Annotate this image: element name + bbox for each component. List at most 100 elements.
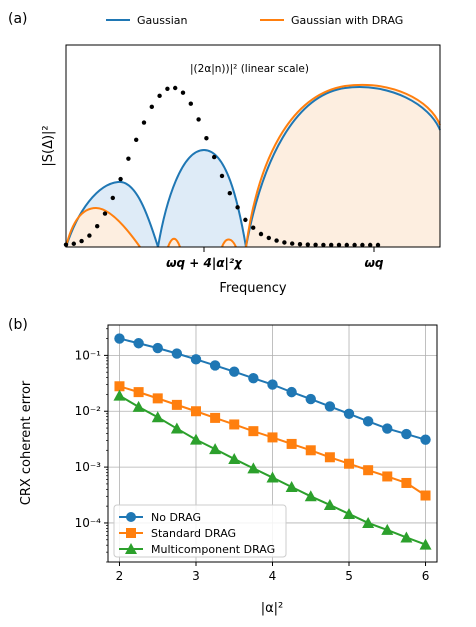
- data-point: [248, 373, 259, 384]
- legend-label: Standard DRAG: [151, 527, 236, 540]
- distribution-dot: [375, 242, 381, 248]
- panel-b-legend: No DRAG Standard DRAG Multicomponent DRAG: [113, 504, 287, 558]
- distribution-dot: [251, 225, 256, 230]
- y-tick-label: 10⁻²: [75, 404, 102, 418]
- distribution-dot: [87, 233, 92, 238]
- data-point: [229, 419, 240, 430]
- distribution-dot: [95, 223, 100, 229]
- legend-drag-label: Gaussian with DRAG: [291, 14, 403, 27]
- data-point: [133, 338, 144, 349]
- data-point: [114, 381, 125, 392]
- legend-gaussian-label: Gaussian: [137, 14, 187, 27]
- data-point: [324, 452, 335, 463]
- data-point: [248, 426, 259, 437]
- data-point: [210, 412, 221, 423]
- panel-b-label: (b): [8, 317, 28, 333]
- panel-b-xlabel: |α|²: [261, 601, 284, 616]
- data-point: [171, 348, 183, 359]
- distribution-dot: [305, 242, 310, 247]
- distribution-dot: [165, 86, 170, 91]
- data-point: [363, 465, 374, 476]
- data-point: [190, 354, 202, 365]
- data-point: [209, 360, 221, 371]
- distribution-dot: [266, 235, 271, 241]
- y-tick-label: 10⁻³: [75, 460, 102, 474]
- panel-a-plot: [63, 44, 441, 252]
- drag-area: [66, 84, 440, 247]
- y-tick-label: 10⁻⁴: [75, 516, 102, 530]
- data-point: [132, 400, 145, 412]
- panel-a-frame: [65, 44, 441, 248]
- distribution-dot: [196, 117, 201, 122]
- panel-a-label: (a): [8, 11, 28, 27]
- data-point: [266, 471, 279, 483]
- data-point: [190, 406, 201, 417]
- distribution-dot: [102, 211, 108, 216]
- distribution-dot: [243, 217, 248, 223]
- distribution-dot: [180, 90, 186, 95]
- data-point: [343, 507, 356, 519]
- data-point: [267, 379, 278, 390]
- data-point: [209, 443, 222, 455]
- distribution-dot: [274, 238, 279, 243]
- distribution-dot: [141, 120, 147, 125]
- distribution-dot: [297, 242, 303, 247]
- x-tick-label: 3: [192, 569, 200, 583]
- data-point: [286, 386, 297, 398]
- data-point: [381, 523, 394, 535]
- legend-label: Multicomponent DRAG: [151, 543, 275, 556]
- data-point: [324, 401, 336, 412]
- distribution-dot: [336, 242, 342, 248]
- photon-distribution-dots: [63, 85, 381, 248]
- gaussian-curve: [65, 86, 441, 248]
- legend-label: No DRAG: [151, 511, 201, 524]
- data-point: [170, 422, 183, 434]
- data-point: [152, 342, 163, 354]
- data-point: [344, 458, 355, 469]
- data-point: [189, 433, 202, 445]
- data-point: [151, 411, 164, 423]
- data-point: [305, 393, 316, 405]
- legend-marker: [126, 528, 136, 538]
- distribution-dot: [329, 242, 334, 248]
- distribution-dot: [188, 101, 193, 106]
- panel-b-plot: 2 3 4 5 6 10⁻¹ 10⁻² 10⁻³ 10⁻⁴ No DRAG Standard DRA…: [75, 324, 438, 583]
- panel-a-ylabel: |S(Δ)|²: [41, 125, 56, 166]
- distribution-annotation: |(2α|n))|² (linear scale): [190, 63, 309, 75]
- distribution-dot: [149, 104, 154, 110]
- distribution-dot: [360, 242, 365, 248]
- data-point: [247, 462, 260, 474]
- panel-b-ylabel: CRX coherent error: [19, 380, 34, 505]
- data-point: [285, 481, 298, 493]
- data-point: [401, 428, 412, 440]
- distribution-dot: [173, 85, 178, 91]
- data-point: [267, 432, 278, 443]
- data-point: [305, 445, 316, 456]
- x-tick-label: 2: [116, 569, 124, 583]
- data-point: [133, 387, 144, 398]
- data-point: [420, 434, 431, 445]
- distribution-dot: [344, 242, 349, 248]
- legend-marker: [126, 512, 136, 522]
- data-point: [114, 333, 125, 344]
- distribution-dot: [368, 242, 373, 248]
- x-tick-label: 6: [422, 569, 430, 583]
- distribution-dot: [71, 241, 77, 246]
- data-point: [323, 498, 336, 510]
- panel-a-xlabel: Frequency: [219, 281, 286, 296]
- distribution-dot: [282, 240, 287, 245]
- data-point: [400, 531, 413, 543]
- distribution-dot: [134, 137, 139, 143]
- data-point: [286, 438, 297, 449]
- legend-box: [113, 504, 287, 558]
- distribution-dot: [290, 241, 295, 246]
- data-point: [382, 423, 393, 434]
- distribution-dot: [235, 205, 240, 210]
- panel-b-frame: [107, 324, 438, 563]
- legend-marker: [125, 543, 137, 554]
- data-point: [382, 471, 393, 482]
- data-point: [362, 416, 374, 427]
- drag-curve: [65, 83, 441, 248]
- distribution-dot: [258, 231, 264, 237]
- distribution-dot: [321, 242, 326, 248]
